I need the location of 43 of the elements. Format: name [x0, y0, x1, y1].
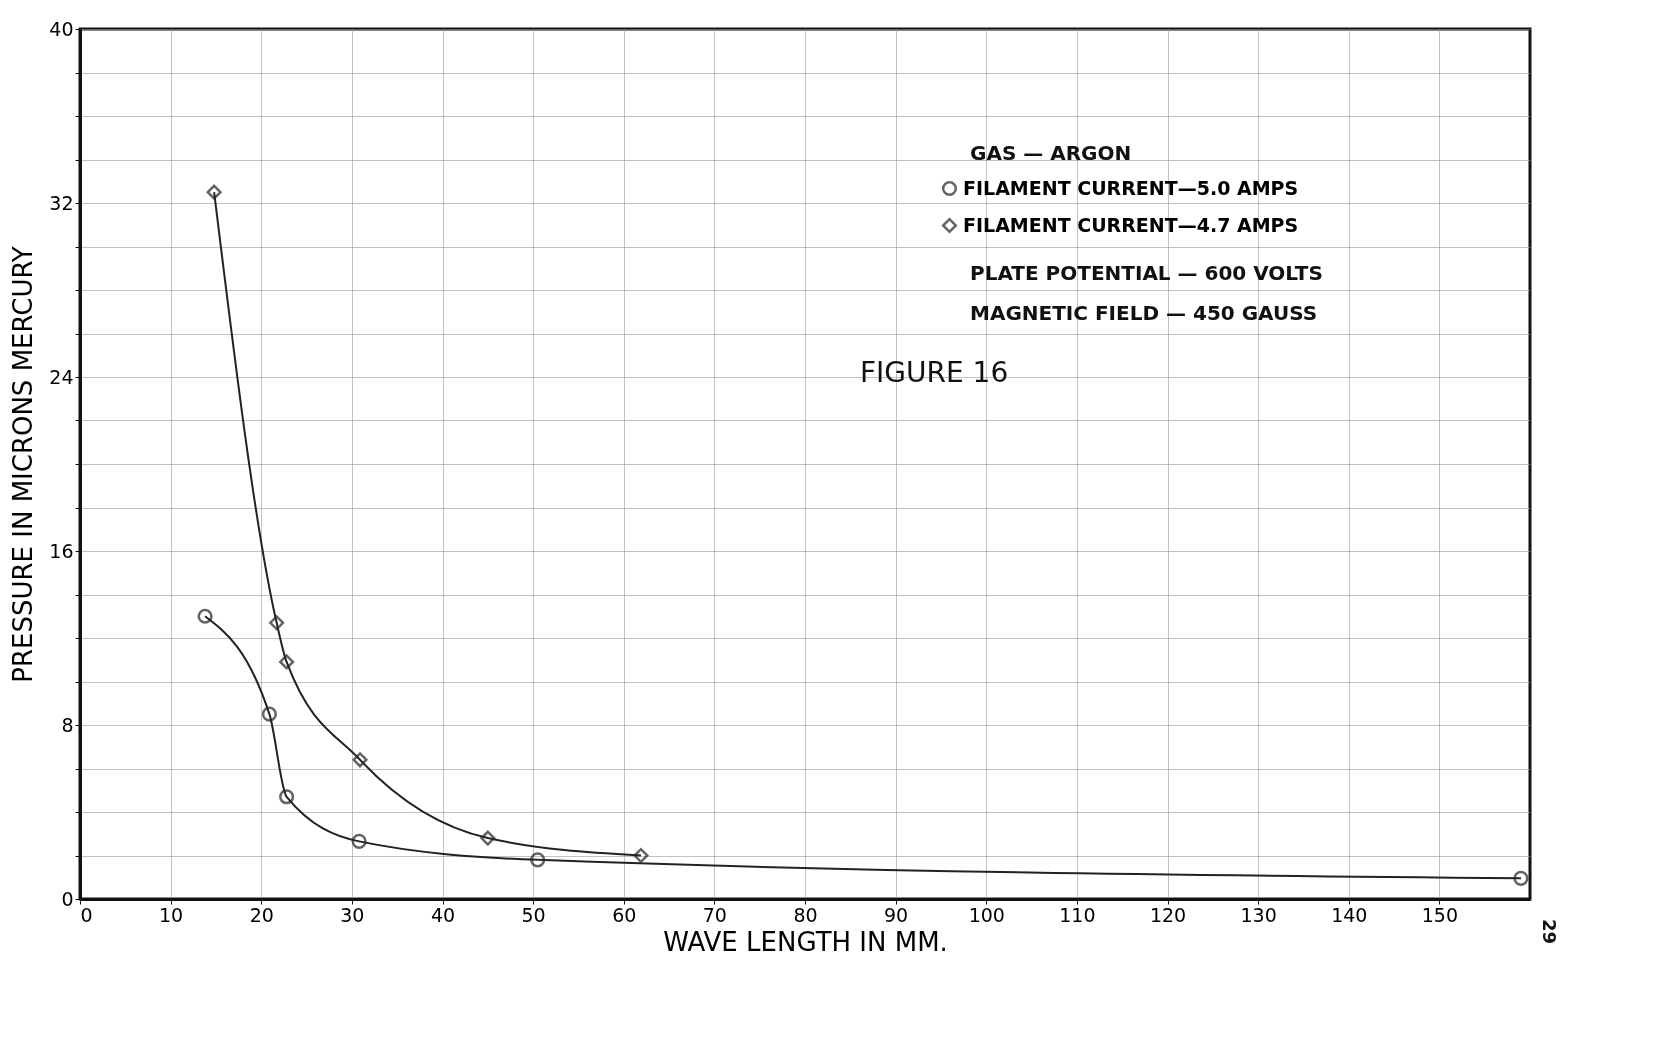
y-axis-title: PRESSURE IN MICRONS MERCURY — [8, 246, 39, 683]
x-tick-label: 140 — [1331, 903, 1368, 926]
point — [261, 706, 277, 722]
x-tick-label: 30 — [340, 903, 365, 926]
x-tick-label: 120 — [1149, 903, 1187, 926]
y-tick-label: 24 — [49, 365, 74, 388]
y-tick-label: 8 — [61, 713, 74, 736]
annotation: PLATE POTENTIAL — 600 VOLTS — [970, 261, 1323, 285]
y-tick-label: 32 — [49, 191, 74, 214]
x-tick-label: 40 — [430, 903, 456, 926]
point — [633, 847, 649, 864]
x-tick-label: 100 — [968, 903, 1005, 926]
point — [197, 608, 213, 624]
text: 29 — [1539, 919, 1560, 945]
x-tick-label: 60 — [612, 903, 637, 926]
y-tick-label: 40 — [49, 17, 74, 40]
x-tick-label: 20 — [249, 903, 274, 926]
x-tick-label: 130 — [1240, 903, 1277, 926]
x-tick-label: 80 — [793, 903, 818, 926]
annotation: FIGURE 16 — [860, 356, 1009, 389]
point — [279, 654, 295, 670]
point — [351, 833, 367, 849]
y-tick-label: 16 — [49, 539, 74, 562]
x-tick-label: 110 — [1059, 903, 1096, 926]
point — [530, 852, 546, 868]
x-tick-label: 150 — [1421, 903, 1459, 926]
x-tick-label: 10 — [159, 903, 184, 926]
point — [352, 752, 368, 768]
point — [480, 830, 496, 846]
x-tick-label: 50 — [521, 903, 546, 926]
point — [206, 184, 222, 200]
annotation: GAS — ARGON — [970, 141, 1132, 165]
legend-label: FILAMENT CURRENT—5.0 AMPS — [963, 176, 1299, 199]
annotation: MAGNETIC FIELD — 450 GAUSS — [970, 301, 1318, 325]
legend-label: FILAMENT CURRENT—4.7 AMPS — [963, 213, 1299, 236]
point — [269, 615, 285, 631]
point — [1513, 870, 1529, 886]
x-tick-label: 0 — [80, 903, 93, 926]
y-tick-label: 0 — [61, 887, 74, 910]
x-tick-label: 70 — [702, 903, 727, 926]
x-tick-label: 90 — [884, 903, 909, 926]
point — [279, 789, 295, 805]
x-axis-title: WAVE LENGTH IN MM. — [663, 926, 948, 957]
